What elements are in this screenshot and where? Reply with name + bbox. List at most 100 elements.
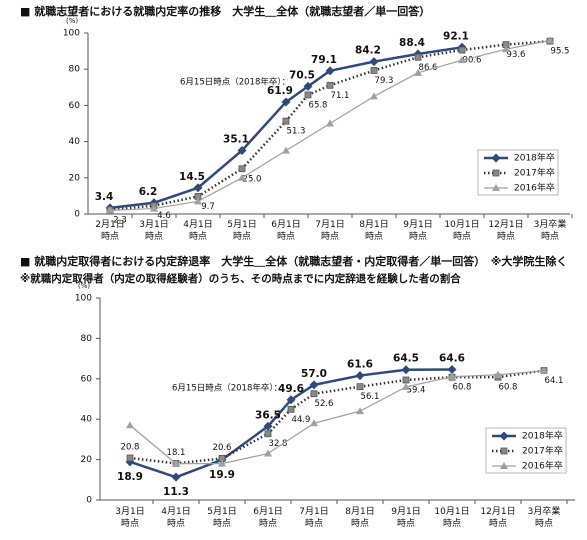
x-tick-label: 5月1日 時点 (207, 507, 237, 529)
data-label: 88.4 (399, 37, 425, 49)
data-label: 44.9 (292, 415, 311, 425)
y-axis-label: (%) (66, 17, 78, 25)
marker (401, 365, 411, 375)
marker (502, 45, 510, 53)
data-label: 19.9 (209, 469, 235, 481)
marker (303, 81, 313, 91)
series-line (109, 201, 155, 210)
marker (540, 366, 548, 374)
series-line (373, 72, 419, 97)
data-label: 93.6 (507, 50, 526, 60)
x-tick-label: 10月1日 時点 (434, 507, 470, 529)
series-line (505, 39, 551, 50)
marker (414, 68, 422, 76)
series-line (313, 385, 361, 395)
data-label: 14.5 (179, 171, 205, 183)
y-tick-label: 20 (81, 455, 93, 465)
series-line (129, 460, 177, 479)
series-line (197, 177, 243, 202)
marker (492, 184, 500, 191)
series-line (221, 452, 269, 465)
x-tick-label: 9月1日 時点 (391, 507, 421, 529)
x-tick-label: 10月1日 時点 (444, 220, 480, 242)
x-tick-label: 7月1日 時点 (315, 220, 345, 242)
x-tick-label: 4月1日 時点 (161, 507, 191, 529)
series-line (153, 195, 199, 207)
series-line (197, 167, 243, 198)
series-line (329, 60, 375, 73)
series-line (359, 378, 407, 388)
data-label: 60.8 (499, 383, 518, 393)
marker (150, 204, 158, 212)
series-line (285, 94, 309, 122)
data-label: 64.1 (545, 376, 564, 386)
series-line (221, 432, 269, 460)
data-label: 86.6 (419, 63, 438, 73)
chart-title: ■ 就職内定取得者における内定辞退率 大学生＿全体（就職志望者・内定取得者／単一… (20, 254, 567, 268)
x-tick-label: 2月1日 時点 (95, 220, 125, 242)
y-tick-label: 60 (69, 101, 81, 111)
series-line (313, 410, 361, 424)
marker (237, 145, 247, 155)
legend-box (477, 149, 559, 196)
x-tick-label: 12月1日 時点 (480, 507, 516, 529)
marker (172, 459, 180, 467)
marker (310, 419, 318, 427)
data-label: 3.4 (95, 191, 114, 203)
series-line (153, 186, 199, 204)
x-tick-label: 3月卒業 時点 (527, 507, 561, 529)
series-line (285, 85, 309, 103)
marker (282, 146, 290, 154)
series-line (267, 422, 315, 455)
series-line (329, 95, 375, 125)
data-label: 64.6 (439, 353, 465, 365)
series-line (359, 386, 407, 412)
legend-label: 2017年卒 (514, 167, 555, 179)
marker (369, 57, 379, 67)
annotation: 6月15日時点（2018年卒）： (180, 77, 290, 88)
data-label: 60.8 (453, 383, 472, 393)
data-label: 20.6 (213, 443, 232, 453)
series-line (373, 52, 419, 63)
marker (309, 380, 319, 390)
marker (356, 407, 364, 415)
marker (494, 370, 502, 378)
data-label: 71.1 (331, 91, 350, 101)
data-label: 65.8 (309, 100, 328, 110)
marker (325, 66, 335, 76)
data-label: 52.6 (315, 399, 334, 409)
data-label: 32.8 (269, 439, 288, 449)
legend-label: 2016年卒 (522, 460, 563, 472)
y-tick-label: 40 (81, 415, 93, 425)
marker (414, 53, 422, 61)
series-line (241, 120, 287, 170)
series-line (290, 392, 315, 411)
marker (126, 421, 134, 429)
data-label: 6.2 (139, 186, 158, 198)
marker (402, 382, 410, 390)
marker (499, 431, 509, 441)
marker (286, 395, 296, 405)
x-tick-label: 3月1日 時点 (115, 507, 145, 529)
series-line (241, 101, 287, 152)
series-line (267, 408, 292, 435)
marker (310, 390, 318, 398)
series-line (497, 370, 545, 376)
y-axis-label: (%) (78, 282, 90, 290)
marker (282, 117, 290, 125)
marker (370, 92, 378, 100)
x-tick-label: 8月1日 時点 (359, 220, 389, 242)
x-tick-label: 6月1日 時点 (253, 507, 283, 529)
marker (492, 169, 500, 177)
data-label: 95.5 (551, 47, 570, 57)
series-line (285, 122, 331, 152)
x-tick-label: 8月1日 時点 (345, 507, 375, 529)
data-label: 57.0 (301, 368, 327, 380)
series-line (267, 398, 292, 428)
marker (193, 183, 203, 193)
x-tick-label: 6月1日 時点 (271, 220, 301, 242)
marker (326, 119, 334, 127)
series-line (359, 368, 407, 377)
legend-label: 2017年卒 (522, 445, 563, 457)
series-line (461, 43, 507, 52)
